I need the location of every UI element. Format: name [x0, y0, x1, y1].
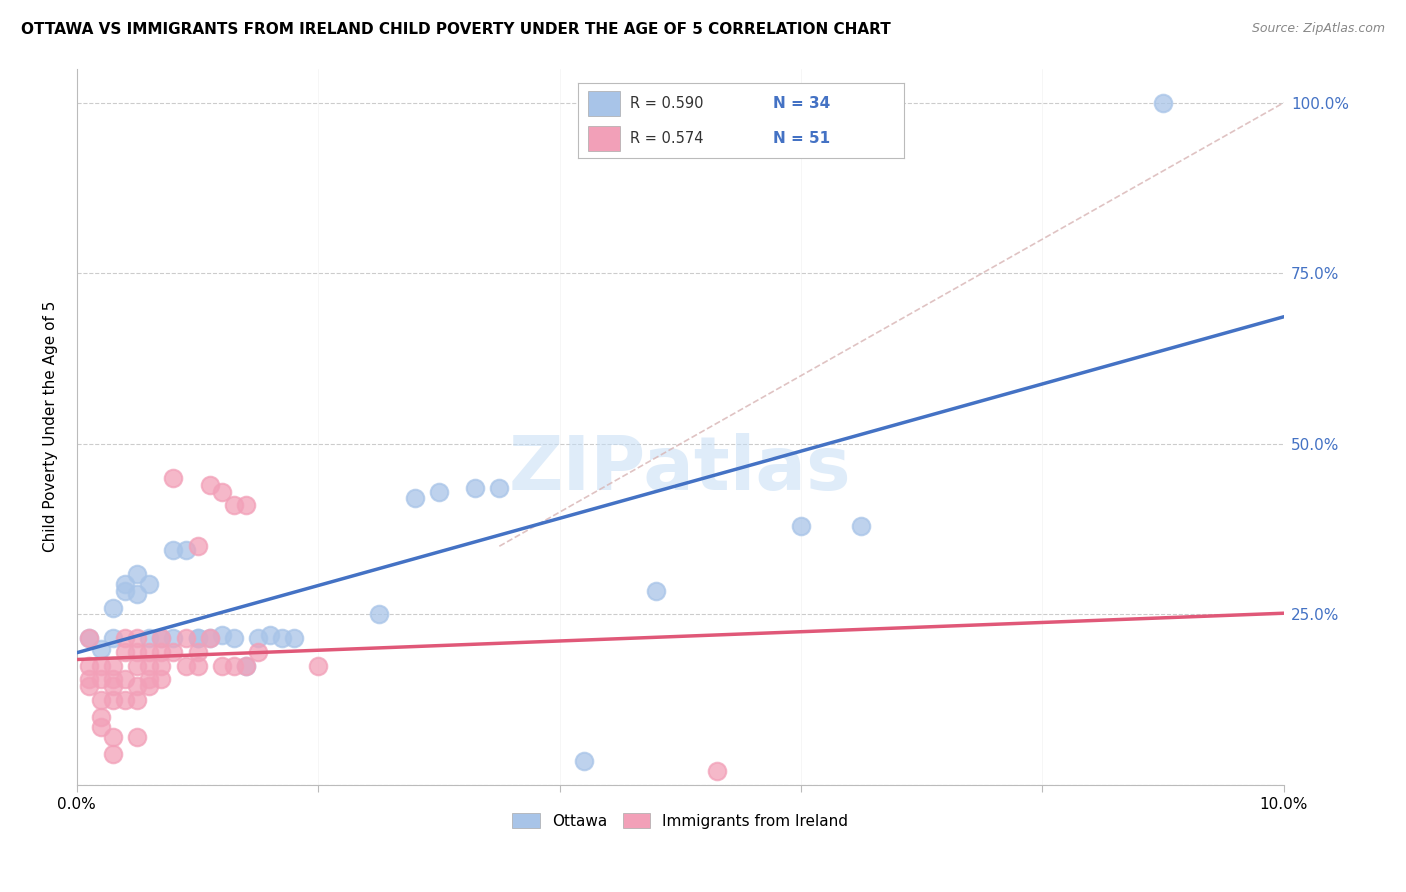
- Point: [162, 471, 184, 485]
- Point: [211, 484, 233, 499]
- Point: [114, 693, 136, 707]
- Point: [101, 600, 124, 615]
- Point: [90, 658, 112, 673]
- Point: [150, 658, 173, 673]
- Point: [222, 498, 245, 512]
- Point: [790, 518, 813, 533]
- Point: [174, 658, 197, 673]
- Point: [464, 481, 486, 495]
- Point: [114, 576, 136, 591]
- Point: [127, 679, 149, 693]
- Point: [307, 658, 329, 673]
- Point: [138, 658, 160, 673]
- Point: [235, 658, 257, 673]
- Point: [101, 632, 124, 646]
- Point: [114, 673, 136, 687]
- Point: [127, 658, 149, 673]
- Point: [706, 764, 728, 779]
- Point: [235, 658, 257, 673]
- Point: [174, 632, 197, 646]
- Point: [127, 731, 149, 745]
- Point: [77, 679, 100, 693]
- Point: [235, 498, 257, 512]
- Text: ZIPatlas: ZIPatlas: [509, 434, 852, 507]
- Point: [90, 693, 112, 707]
- Point: [101, 747, 124, 762]
- Point: [150, 673, 173, 687]
- Point: [114, 645, 136, 659]
- Legend: Ottawa, Immigrants from Ireland: Ottawa, Immigrants from Ireland: [506, 806, 855, 835]
- Point: [187, 632, 209, 646]
- Point: [138, 645, 160, 659]
- Point: [187, 539, 209, 553]
- Point: [90, 720, 112, 734]
- Point: [187, 645, 209, 659]
- Point: [101, 679, 124, 693]
- Point: [246, 632, 269, 646]
- Point: [1152, 95, 1174, 110]
- Point: [127, 566, 149, 581]
- Point: [150, 632, 173, 646]
- Point: [101, 731, 124, 745]
- Point: [77, 632, 100, 646]
- Point: [259, 628, 281, 642]
- Y-axis label: Child Poverty Under the Age of 5: Child Poverty Under the Age of 5: [44, 301, 58, 552]
- Text: OTTAWA VS IMMIGRANTS FROM IRELAND CHILD POVERTY UNDER THE AGE OF 5 CORRELATION C: OTTAWA VS IMMIGRANTS FROM IRELAND CHILD …: [21, 22, 891, 37]
- Point: [127, 587, 149, 601]
- Point: [127, 632, 149, 646]
- Point: [283, 632, 305, 646]
- Point: [150, 632, 173, 646]
- Point: [572, 754, 595, 768]
- Point: [271, 632, 294, 646]
- Point: [198, 632, 221, 646]
- Point: [162, 542, 184, 557]
- Point: [90, 710, 112, 724]
- Point: [645, 583, 668, 598]
- Point: [162, 645, 184, 659]
- Point: [187, 658, 209, 673]
- Point: [222, 632, 245, 646]
- Text: Source: ZipAtlas.com: Source: ZipAtlas.com: [1251, 22, 1385, 36]
- Point: [198, 478, 221, 492]
- Point: [138, 576, 160, 591]
- Point: [174, 542, 197, 557]
- Point: [138, 632, 160, 646]
- Point: [488, 481, 510, 495]
- Point: [404, 491, 426, 506]
- Point: [138, 679, 160, 693]
- Point: [851, 518, 873, 533]
- Point: [77, 632, 100, 646]
- Point: [114, 583, 136, 598]
- Point: [246, 645, 269, 659]
- Point: [101, 658, 124, 673]
- Point: [101, 673, 124, 687]
- Point: [101, 693, 124, 707]
- Point: [222, 658, 245, 673]
- Point: [211, 628, 233, 642]
- Point: [127, 693, 149, 707]
- Point: [162, 632, 184, 646]
- Point: [187, 632, 209, 646]
- Point: [138, 673, 160, 687]
- Point: [114, 632, 136, 646]
- Point: [198, 632, 221, 646]
- Point: [90, 673, 112, 687]
- Point: [90, 641, 112, 656]
- Point: [77, 658, 100, 673]
- Point: [427, 484, 450, 499]
- Point: [367, 607, 389, 622]
- Point: [211, 658, 233, 673]
- Point: [150, 645, 173, 659]
- Point: [127, 645, 149, 659]
- Point: [77, 673, 100, 687]
